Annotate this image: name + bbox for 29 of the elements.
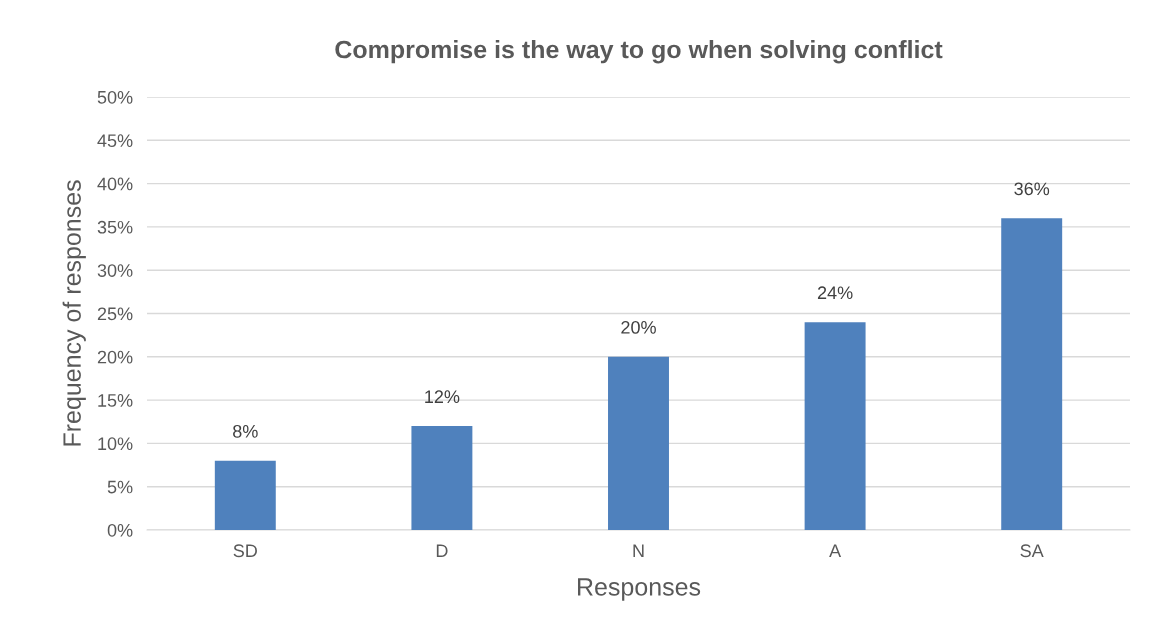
y-tick-label: 45%	[97, 134, 133, 148]
y-tick-label: 35%	[97, 220, 133, 234]
y-tick-label: 15%	[98, 394, 133, 407]
y-tick-label: 40%	[97, 177, 133, 191]
x-axis-title: Responses	[578, 578, 701, 601]
data-label: 12%	[425, 390, 460, 403]
y-tick-label: 50%	[97, 90, 133, 104]
x-tick-label: D	[436, 544, 448, 557]
bar	[1001, 218, 1063, 530]
y-tick-label: 30%	[97, 264, 133, 277]
chart-title: Compromise is the way to go when solving conflict	[335, 39, 943, 64]
y-axis-title: Frequency of responses	[62, 180, 86, 446]
data-label: 8%	[233, 424, 258, 438]
bar	[608, 356, 669, 530]
bar	[214, 460, 276, 530]
y-tick-label: 0%	[107, 523, 133, 537]
bar	[804, 322, 866, 530]
data-label: 20%	[621, 321, 656, 334]
x-tick-label: A	[829, 544, 842, 557]
x-tick-label: SA	[1020, 544, 1044, 558]
y-tick-label: 25%	[97, 307, 133, 321]
x-tick-label: SD	[233, 544, 257, 558]
y-tick-label: 20%	[97, 350, 133, 364]
data-label: 24%	[817, 286, 853, 300]
x-tick-label: N	[633, 544, 644, 557]
data-label: 36%	[1014, 182, 1050, 196]
bar	[411, 426, 473, 530]
y-tick-label: 5%	[107, 480, 133, 494]
y-tick-label: 10%	[98, 437, 133, 451]
